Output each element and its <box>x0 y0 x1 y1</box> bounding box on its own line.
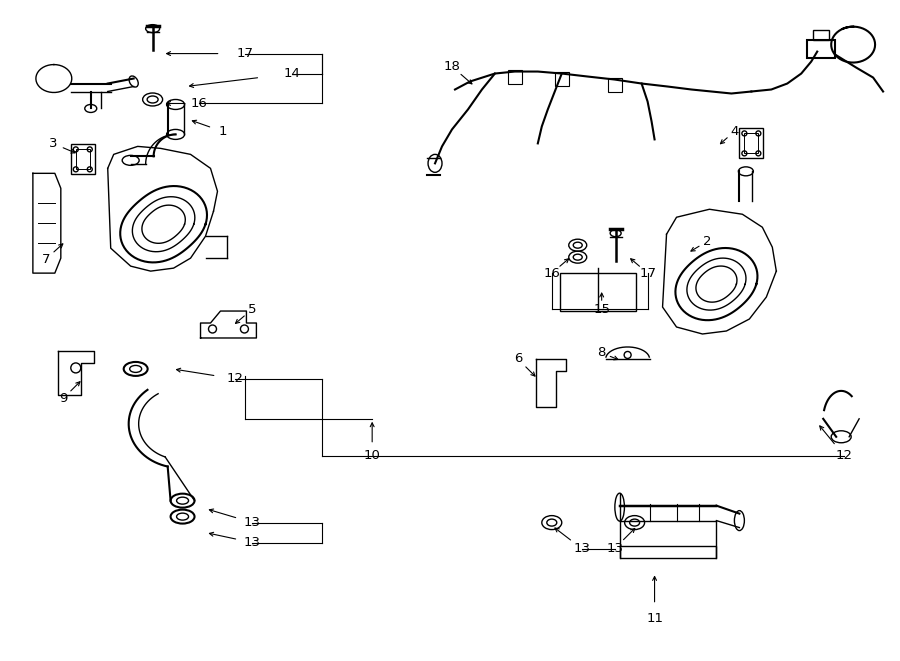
Text: 5: 5 <box>248 303 256 315</box>
Ellipse shape <box>610 230 621 237</box>
Text: 13: 13 <box>573 542 590 555</box>
Bar <box>807 40 835 58</box>
Text: 2: 2 <box>703 235 712 248</box>
Text: 12: 12 <box>836 449 852 462</box>
Text: 15: 15 <box>593 303 610 315</box>
Text: 18: 18 <box>444 60 461 73</box>
Bar <box>560 273 635 311</box>
Bar <box>508 69 522 83</box>
Text: 10: 10 <box>364 449 381 462</box>
Bar <box>814 30 829 40</box>
Text: 17: 17 <box>237 47 254 60</box>
Text: 13: 13 <box>244 536 261 549</box>
Text: 1: 1 <box>218 125 227 138</box>
Text: 11: 11 <box>646 612 663 625</box>
Bar <box>740 128 763 159</box>
Bar <box>71 144 94 175</box>
Text: 16: 16 <box>190 97 207 110</box>
Bar <box>608 77 622 91</box>
Text: 3: 3 <box>49 137 57 150</box>
Bar <box>619 545 716 557</box>
Text: 9: 9 <box>58 393 67 405</box>
Text: 7: 7 <box>41 253 50 266</box>
Bar <box>744 134 759 153</box>
Text: 13: 13 <box>607 542 623 555</box>
Bar <box>76 149 90 169</box>
Text: 14: 14 <box>284 67 301 80</box>
Bar <box>554 71 569 85</box>
Text: 8: 8 <box>598 346 606 360</box>
Ellipse shape <box>146 24 159 32</box>
Text: 13: 13 <box>244 516 261 529</box>
Text: 4: 4 <box>730 125 739 138</box>
Text: 6: 6 <box>514 352 522 366</box>
Text: 16: 16 <box>544 266 560 280</box>
Text: 12: 12 <box>227 372 244 385</box>
Text: 17: 17 <box>639 266 656 280</box>
